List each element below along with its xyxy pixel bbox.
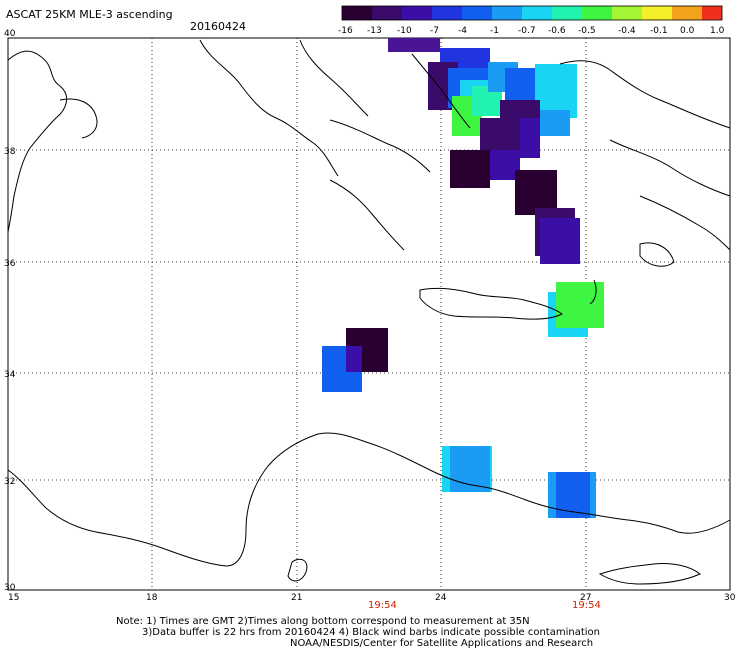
colorbar-label: -0.6: [548, 26, 566, 36]
lon-label: 15: [8, 593, 19, 603]
colorbar-label: -13: [367, 26, 382, 36]
colorbar-segment: [402, 6, 432, 20]
lon-tick-labels: 15 18 21 24 27 30: [8, 593, 736, 603]
lon-label: 18: [146, 593, 158, 603]
lat-label: 32: [4, 477, 15, 487]
colorbar-label: -0.7: [518, 26, 536, 36]
colorbar-label: -10: [397, 26, 412, 36]
colorbar-segment: [342, 6, 372, 20]
footnote-credit: NOAA/NESDIS/Center for Satellite Applica…: [290, 638, 594, 649]
lon-label: 30: [724, 593, 736, 603]
pass-time-label: 19:54: [572, 600, 601, 611]
colorbar-label: -7: [430, 26, 439, 36]
colorbar-segment: [492, 6, 522, 20]
colorbar-segment: [372, 6, 402, 20]
footnote-line-2: 3)Data buffer is 22 hrs from 20160424 4)…: [142, 627, 600, 638]
lon-label: 27: [580, 593, 591, 603]
colorbar: -16 -13 -10 -7 -4 -1 -0.7 -0.6 -0.5 -0.4…: [338, 5, 725, 36]
colorbar-label: -0.1: [650, 26, 668, 36]
lon-label: 21: [291, 593, 302, 603]
colorbar-segment: [702, 6, 722, 20]
colorbar-segment: [522, 6, 552, 20]
lat-tick-labels: 40 38 36 34 32 30: [4, 29, 16, 593]
lat-label: 38: [4, 147, 16, 157]
colorbar-segment: [552, 6, 582, 20]
lat-label: 34: [4, 370, 16, 380]
colorbar-segment: [462, 6, 492, 20]
colorbar-segment: [432, 6, 462, 20]
colorbar-label: -0.5: [578, 26, 596, 36]
colorbar-label: -1: [490, 26, 499, 36]
lat-label: 30: [4, 583, 16, 593]
lat-label: 36: [4, 259, 16, 269]
colorbar-segment: [642, 6, 672, 20]
colorbar-segment: [582, 6, 612, 20]
footnote-line-1: Note: 1) Times are GMT 2)Times along bot…: [116, 616, 530, 627]
lon-label: 24: [435, 593, 447, 603]
pass-time-label: 19:54: [368, 600, 397, 611]
lat-label: 40: [4, 29, 16, 39]
map-frame: [7, 37, 731, 591]
colorbar-segment: [672, 6, 702, 20]
data-cells: [322, 38, 604, 518]
grid: [8, 38, 730, 590]
map-title: ASCAT 25KM MLE-3 ascending: [6, 8, 173, 21]
colorbar-label: 1.0: [710, 26, 725, 36]
colorbar-label: -16: [338, 26, 353, 36]
map-date: 20160424: [190, 20, 246, 33]
colorbar-segment: [612, 6, 642, 20]
colorbar-label: -4: [458, 26, 467, 36]
colorbar-label: 0.0: [680, 26, 695, 36]
coastlines: [7, 39, 731, 585]
colorbar-label: -0.4: [618, 26, 636, 36]
